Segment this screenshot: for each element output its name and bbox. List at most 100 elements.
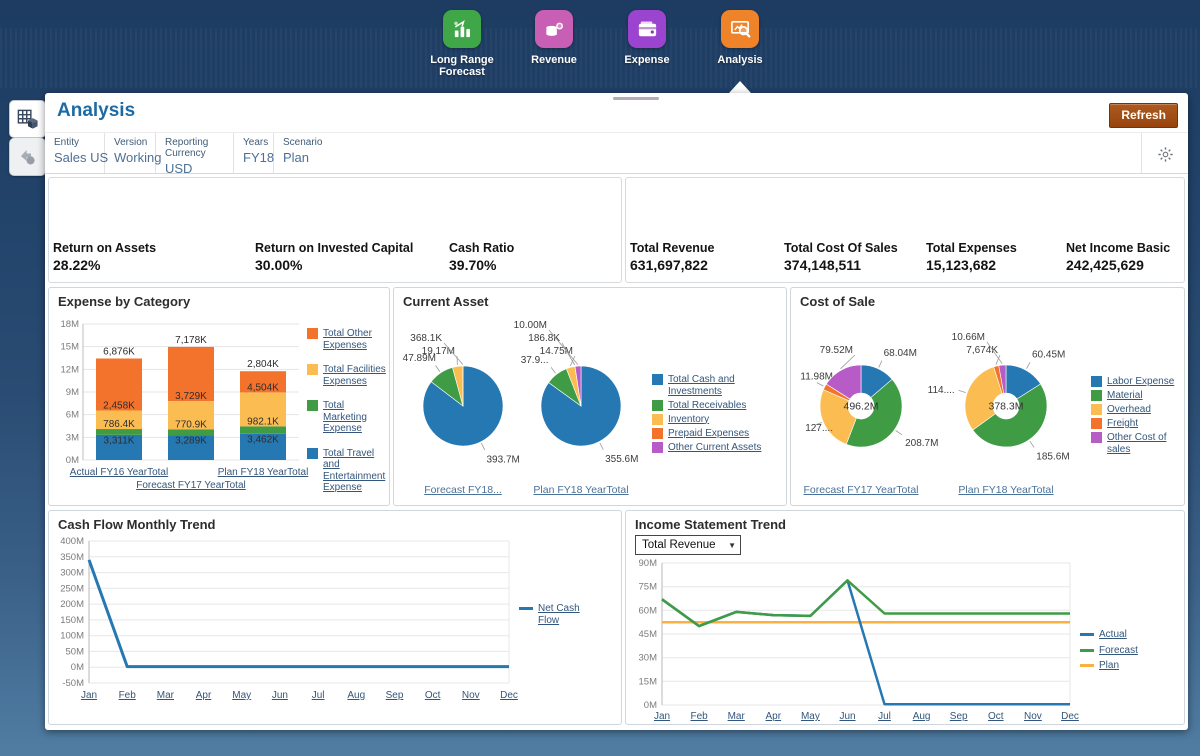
legend-swatch: [1091, 418, 1102, 429]
pov-field-years[interactable]: Years FY18: [234, 133, 274, 173]
bar-segment-total-marketing-expense[interactable]: [96, 429, 142, 435]
pie-slice-79-52m[interactable]: [825, 364, 862, 400]
x-axis-label[interactable]: Jul: [878, 711, 891, 722]
pie-slice-114[interactable]: [964, 366, 1003, 431]
legend-item-net-cash-flow[interactable]: Net Cash Flow: [519, 603, 611, 626]
x-axis-label[interactable]: Jul: [312, 690, 325, 701]
pov-field-value: Sales US: [54, 150, 109, 165]
side-tab-chart-switch[interactable]: [9, 138, 46, 176]
pie-data-label: 368.1K: [410, 333, 442, 344]
kpi-label: Net Income Basic: [1066, 241, 1171, 255]
legend-item-total-marketing-expense[interactable]: Total Marketing Expense: [307, 400, 389, 435]
line-series-actual[interactable]: [661, 579, 1070, 706]
measure-select[interactable]: Total Revenue ▼: [635, 535, 741, 555]
nav-item-analysis[interactable]: Analysis: [694, 10, 786, 66]
kpi-value: 30.00%: [255, 257, 303, 273]
x-axis-label[interactable]: Mar: [157, 690, 175, 701]
x-axis-label[interactable]: Jun: [272, 690, 288, 701]
x-axis-label[interactable]: Apr: [196, 690, 212, 701]
legend-item-freight[interactable]: Freight: [1091, 418, 1183, 430]
pie-slice-10-00m[interactable]: [574, 365, 582, 407]
x-axis-label[interactable]: Dec: [1061, 711, 1079, 722]
x-axis-label[interactable]: Plan FY18 YearTotal: [218, 467, 309, 478]
legend-item-forecast[interactable]: Forecast: [1080, 645, 1172, 657]
legend-item-actual[interactable]: Actual: [1080, 629, 1172, 641]
x-axis-label[interactable]: Dec: [500, 690, 518, 701]
pie-data-label: 114....: [928, 385, 955, 396]
pie-subtitle-link-plan-fy18-yeartotal[interactable]: Plan FY18 YearTotal: [958, 484, 1054, 496]
x-axis-label[interactable]: Nov: [1024, 711, 1042, 722]
pie-slice-355-6m[interactable]: [540, 365, 622, 447]
pie-subtitle-link-forecast-fy17-yeartotal[interactable]: Forecast FY17 YearTotal: [803, 484, 919, 496]
bar-segment-total-facilities-expenses[interactable]: [240, 392, 286, 427]
x-axis-label[interactable]: Oct: [988, 711, 1004, 722]
pie-data-label: 11.98M: [800, 372, 833, 383]
x-axis-label[interactable]: Oct: [425, 690, 441, 701]
x-axis-label[interactable]: Feb: [119, 690, 137, 701]
bar-segment-total-other-expenses[interactable]: [240, 371, 286, 393]
bar-segment-total-other-expenses[interactable]: [168, 346, 214, 402]
x-axis-label[interactable]: Feb: [690, 711, 708, 722]
legend-item-total-receivables[interactable]: Total Receivables: [652, 399, 786, 412]
pov-field-entity[interactable]: Entity Sales US: [45, 133, 109, 173]
bar-data-label: 2,458K: [103, 401, 135, 412]
x-axis-label[interactable]: Nov: [462, 690, 480, 701]
chart-title: Cash Flow Monthly Trend: [58, 517, 216, 532]
x-axis-label[interactable]: Jan: [654, 711, 670, 722]
pov-field-reporting-currency[interactable]: Reporting Currency USD: [156, 133, 234, 176]
legend-item-other-cost-of-sales[interactable]: Other Cost of sales: [1091, 432, 1183, 455]
pie-slice-185-6m[interactable]: [972, 383, 1048, 448]
legend-item-total-other-expenses[interactable]: Total Other Expenses: [307, 328, 389, 351]
line-series-forecast[interactable]: [661, 579, 1070, 628]
legend-item-overhead[interactable]: Overhead: [1091, 404, 1183, 416]
pie-subtitle-link-forecast-fy18[interactable]: Forecast FY18...: [424, 484, 502, 496]
legend-item-inventory[interactable]: Inventory: [652, 413, 786, 426]
panel-drag-handle[interactable]: [613, 97, 659, 100]
pov-field-value: Working: [114, 150, 162, 165]
x-axis-label[interactable]: May: [801, 711, 820, 722]
bar-segment-total-travel-and-entertainment-expense[interactable]: [168, 435, 214, 460]
pie-slice-127[interactable]: [819, 389, 857, 445]
x-axis-label[interactable]: Aug: [347, 690, 365, 701]
bar-segment-total-facilities-expenses[interactable]: [168, 401, 214, 430]
pov-field-version[interactable]: Version Working: [105, 133, 162, 173]
pov-settings-button[interactable]: [1142, 133, 1188, 173]
x-axis-label[interactable]: Actual FY16 YearTotal: [70, 467, 168, 478]
x-axis-label[interactable]: Sep: [386, 690, 404, 701]
nav-item-revenue[interactable]: Revenue: [508, 10, 600, 66]
legend-item-other-current-assets[interactable]: Other Current Assets: [652, 441, 786, 454]
bar-segment-total-other-expenses[interactable]: [96, 358, 142, 411]
side-tab-data-forms[interactable]: [9, 100, 46, 138]
nav-item-expense[interactable]: Expense: [601, 10, 693, 66]
x-axis-label[interactable]: Apr: [766, 711, 782, 722]
x-axis-label[interactable]: Aug: [913, 711, 931, 722]
legend-item-material[interactable]: Material: [1091, 390, 1183, 402]
pov-field-label: Entity: [54, 137, 80, 148]
pie-subtitle-link-plan-fy18-yeartotal[interactable]: Plan FY18 YearTotal: [533, 484, 629, 496]
bar-segment-total-travel-and-entertainment-expense[interactable]: [96, 435, 142, 460]
legend-item-prepaid-expenses[interactable]: Prepaid Expenses: [652, 427, 786, 440]
x-axis-label[interactable]: Jan: [81, 690, 97, 701]
refresh-button[interactable]: Refresh: [1109, 103, 1178, 128]
legend-item-labor-expense[interactable]: Labor Expense: [1091, 376, 1183, 388]
pov-field-value: Plan: [283, 150, 310, 165]
legend-item-total-travel-and-entertainment-expense[interactable]: Total Travel and Entertainment Expense: [307, 447, 389, 494]
bar-segment-total-travel-and-entertainment-expense[interactable]: [240, 433, 286, 460]
x-axis-label[interactable]: Mar: [728, 711, 746, 722]
bar-segment-total-facilities-expenses[interactable]: [96, 410, 142, 430]
x-axis-label[interactable]: May: [232, 690, 251, 701]
x-axis-label[interactable]: Sep: [950, 711, 968, 722]
x-axis-label[interactable]: Jun: [839, 711, 855, 722]
legend-item-total-facilities-expenses[interactable]: Total Facilities Expenses: [307, 364, 389, 387]
legend-item-total-cash-and-investments[interactable]: Total Cash and Investments: [652, 374, 786, 397]
x-axis-label[interactable]: Forecast FY17 YearTotal: [136, 480, 246, 491]
legend-swatch: [1091, 404, 1102, 415]
bar-segment-total-marketing-expense[interactable]: [240, 426, 286, 434]
bar-segment-total-marketing-expense[interactable]: [168, 429, 214, 436]
nav-item-long-range-forecast[interactable]: Long Range Forecast: [416, 10, 508, 78]
pov-field-scenario[interactable]: Scenario Plan: [274, 133, 1142, 173]
pie-slice-10-66m[interactable]: [998, 364, 1007, 394]
line-series-net-cash-flow[interactable]: [87, 559, 509, 669]
pie-slice-208-7m[interactable]: [845, 378, 903, 448]
legend-item-plan[interactable]: Plan: [1080, 660, 1172, 672]
